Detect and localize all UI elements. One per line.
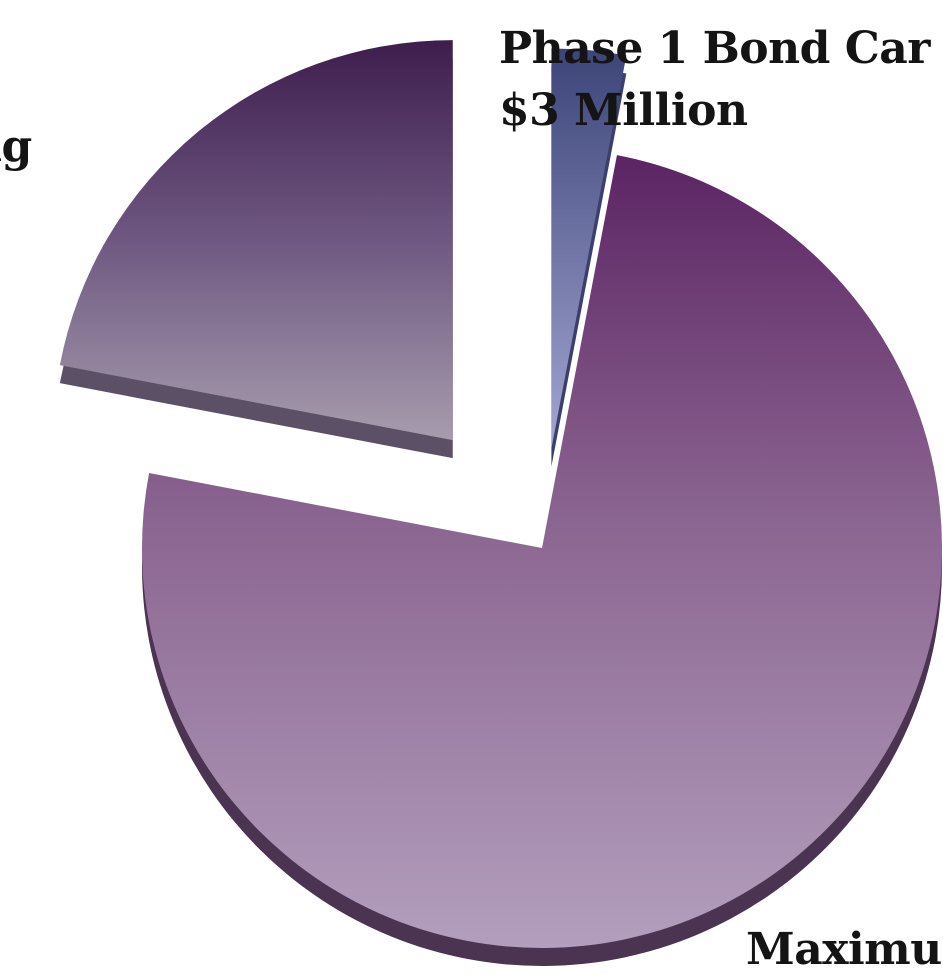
slice-label-funding: ng [0,125,32,169]
slice-label-line-1: ng [0,121,32,172]
pie-slice-maximum [142,155,943,949]
slice-label-line-1: Maximu [746,924,942,975]
slice-label-maximum: Maximu [746,928,942,972]
slice-label-line-2: $3 Million [499,85,748,136]
slice-label-line-1: Phase 1 Bond Car [499,23,930,74]
pie-slice-phase-1-bond-campaign [551,48,627,449]
slice-label-phase-1-bond-campaign: Phase 1 Bond Car $3 Million [499,18,930,142]
pie-slice-funding [59,40,453,441]
